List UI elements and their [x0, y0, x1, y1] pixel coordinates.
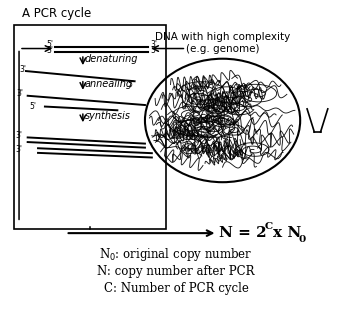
Text: 3': 3'	[17, 89, 24, 98]
Text: N: copy number after PCR: N: copy number after PCR	[97, 265, 255, 278]
Text: C: C	[265, 222, 273, 231]
Text: 3': 3'	[46, 46, 54, 55]
Text: 5': 5'	[128, 80, 135, 89]
Text: 5': 5'	[46, 40, 54, 49]
Text: 5': 5'	[150, 46, 157, 55]
Text: 0: 0	[298, 235, 306, 244]
Text: 3': 3'	[15, 131, 23, 140]
Text: 3': 3'	[15, 145, 23, 154]
Text: DNA with high complexity
(e.g. genome): DNA with high complexity (e.g. genome)	[155, 32, 290, 54]
FancyBboxPatch shape	[14, 25, 166, 228]
Text: synthesis: synthesis	[84, 111, 131, 121]
Text: 3': 3'	[19, 65, 26, 74]
Text: N = 2: N = 2	[219, 226, 267, 240]
Text: x N: x N	[272, 226, 301, 240]
Text: N$_0$: original copy number: N$_0$: original copy number	[99, 246, 253, 263]
Text: A PCR cycle: A PCR cycle	[22, 7, 91, 20]
Text: denaturing: denaturing	[84, 54, 138, 64]
Text: 5': 5'	[29, 102, 36, 111]
Text: C: Number of PCR cycle: C: Number of PCR cycle	[103, 282, 249, 295]
Text: annealing: annealing	[84, 79, 133, 89]
Text: 3': 3'	[150, 40, 157, 49]
